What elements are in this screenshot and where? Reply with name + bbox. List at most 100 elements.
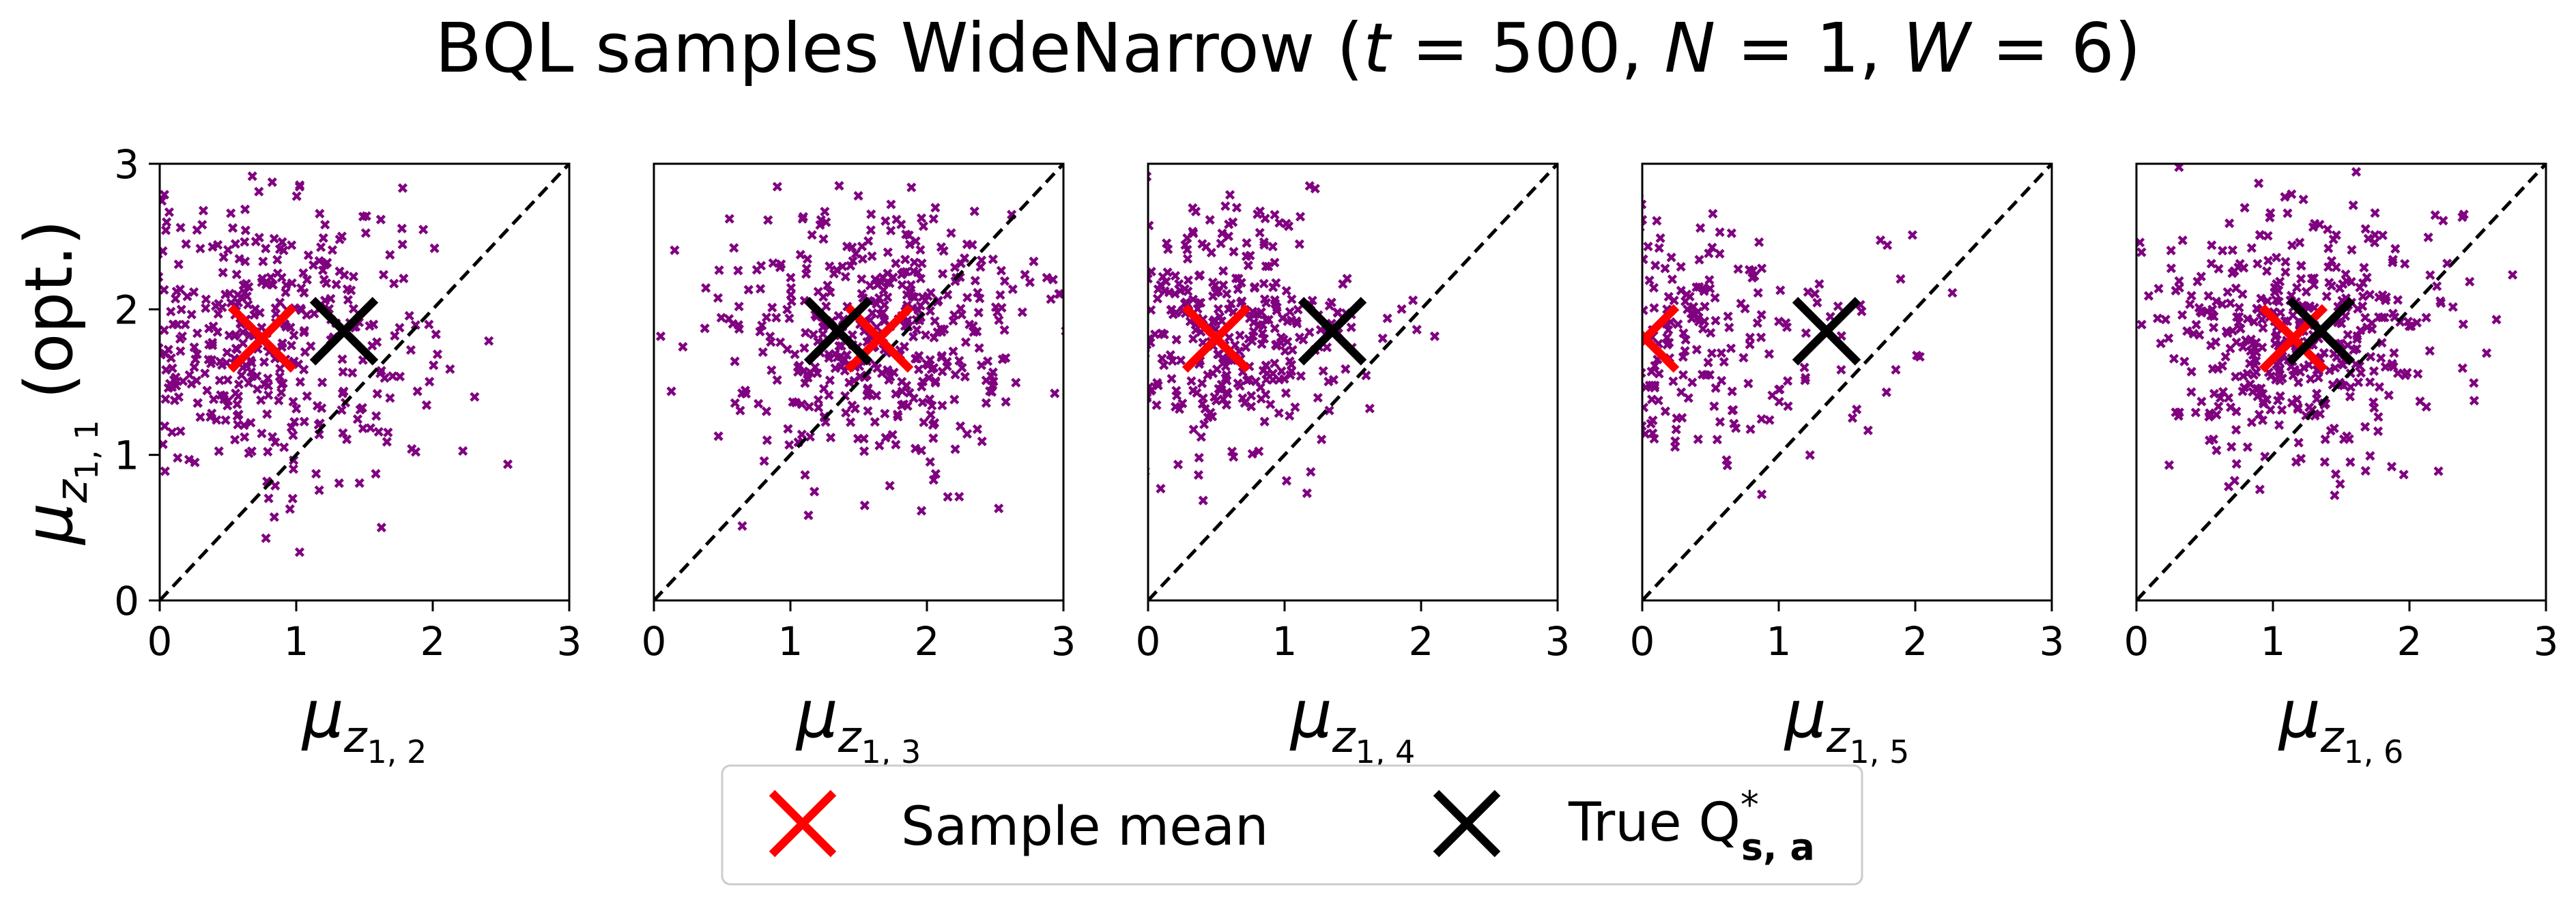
sample-point [1177, 398, 1188, 409]
sample-point [2469, 378, 2479, 388]
sample-point [1642, 368, 1646, 378]
sample-point [2298, 194, 2308, 205]
sample-point [794, 360, 805, 371]
sample-point [233, 289, 243, 300]
sample-point [2254, 178, 2264, 188]
sample-point [1201, 242, 1212, 252]
sample-point [2136, 319, 2147, 330]
sample-point [2286, 291, 2297, 301]
sample-point [930, 316, 940, 326]
sample-point [800, 328, 811, 338]
sample-point [1805, 450, 1815, 461]
sample-point [1046, 294, 1056, 304]
sample-point [761, 406, 772, 416]
x-tick-label: 2 [420, 618, 446, 665]
sample-point [175, 334, 185, 344]
sample-point [880, 409, 890, 419]
sample-point [231, 330, 241, 340]
sample-point [1175, 355, 1186, 366]
legend-true-q-marker [1433, 789, 1501, 858]
sample-point [1224, 332, 1234, 343]
sample-point [1740, 304, 1750, 314]
sample-point [1377, 333, 1388, 343]
sample-point [2324, 365, 2335, 376]
sample-point [1642, 199, 1647, 209]
sample-point [2270, 287, 2280, 297]
sample-point [1220, 373, 1231, 383]
sample-point [859, 433, 869, 444]
sample-point [1241, 251, 1251, 261]
sample-point [2214, 401, 2224, 411]
sample-point [212, 327, 223, 337]
sample-point [800, 378, 810, 388]
sample-point [1756, 413, 1766, 424]
sample-point [285, 504, 295, 514]
sample-point [763, 215, 773, 225]
sample-point [915, 301, 926, 311]
sample-point [734, 324, 744, 334]
sample-point [2352, 334, 2362, 345]
sample-point [891, 439, 901, 450]
sample-point [2192, 276, 2203, 287]
sample-point [2469, 396, 2479, 406]
sample-point [261, 533, 271, 543]
sample-point [813, 287, 823, 297]
sample-point [274, 395, 284, 406]
legend-sample-mean-label: Sample mean [901, 796, 1268, 858]
sample-point [2288, 310, 2298, 321]
sample-point [1236, 278, 1246, 288]
sample-point [2319, 348, 2329, 358]
sample-point [821, 301, 831, 312]
sample-point [2227, 245, 2237, 255]
sample-point [919, 417, 929, 428]
sample-point [936, 352, 947, 362]
sample-point [1222, 289, 1232, 299]
sample-point [2323, 224, 2333, 235]
sample-point [1197, 398, 1207, 409]
plot-frame [653, 162, 1065, 602]
sample-point [246, 446, 257, 456]
sample-point [160, 421, 170, 431]
sample-point [2213, 364, 2223, 374]
sample-point [1292, 319, 1302, 329]
x-axis-label: μz1, 2 [301, 676, 427, 770]
sample-point [361, 211, 371, 221]
sample-point [2421, 402, 2431, 412]
sample-point [2370, 230, 2380, 240]
sample-point [279, 442, 289, 452]
sample-point [795, 250, 805, 260]
sample-point [862, 384, 873, 395]
sample-point [1680, 346, 1690, 356]
sample-point [1724, 322, 1734, 333]
sample-point [2280, 267, 2291, 277]
sample-point [1259, 294, 1270, 304]
sample-point [2237, 289, 2248, 300]
sample-point [937, 401, 947, 411]
sample-point [1646, 394, 1657, 405]
sample-point [1667, 274, 1678, 285]
sample-point [2360, 224, 2371, 234]
sample-point [986, 387, 997, 397]
sample-point [824, 390, 834, 401]
sample-point [737, 388, 747, 398]
sample-point [184, 370, 195, 380]
sample-point [1248, 326, 1259, 336]
sample-point [2164, 333, 2174, 343]
sample-point [857, 242, 868, 252]
sample-point [1799, 362, 1809, 373]
sample-point [2381, 292, 2391, 302]
x-tick-label: 0 [1136, 618, 1161, 665]
sample-point [1814, 279, 1824, 289]
sample-point [1704, 248, 1714, 259]
sample-point [372, 389, 382, 399]
sample-point [1382, 313, 1392, 323]
sample-point [2369, 366, 2379, 376]
sample-point [1754, 237, 1764, 248]
sample-point [189, 342, 199, 353]
sample-point [169, 375, 179, 385]
sample-point [382, 437, 392, 447]
sample-point [2248, 339, 2258, 349]
sample-point [1642, 275, 1643, 282]
sample-point [263, 381, 274, 391]
x-tick-label: 0 [2124, 618, 2149, 665]
